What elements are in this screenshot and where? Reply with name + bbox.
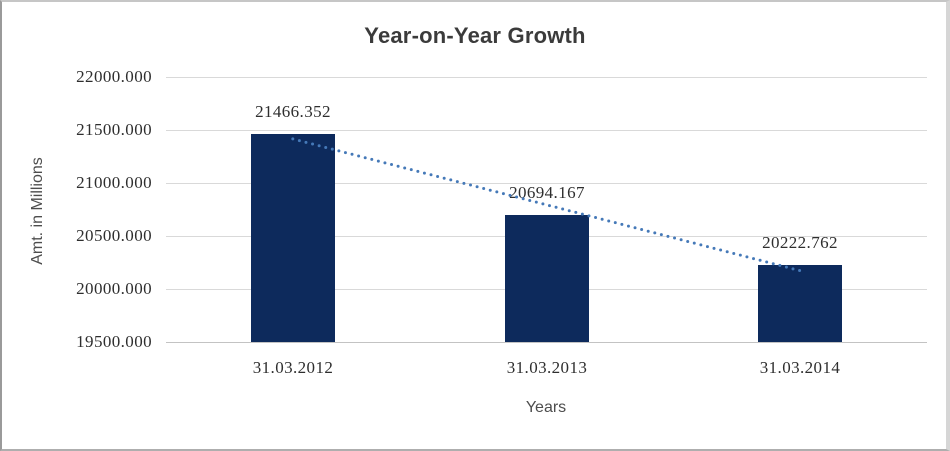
x-tick-label: 31.03.2012 — [252, 358, 334, 377]
y-tick-label: 20000.000 — [76, 279, 152, 298]
x-tick-label: 31.03.2014 — [759, 358, 841, 377]
bar — [251, 134, 335, 342]
gridline — [166, 77, 927, 78]
gridline — [166, 183, 927, 184]
gridline — [166, 130, 927, 131]
y-tick-label: 20500.000 — [76, 226, 152, 245]
bar — [505, 215, 589, 342]
x-axis-title: Years — [525, 399, 567, 416]
y-tick-label: 21500.000 — [76, 120, 152, 139]
chart-title: Year-on-Year Growth — [364, 23, 586, 48]
bar — [758, 265, 842, 342]
trendline-svg — [291, 137, 802, 273]
y-tick-label: 21000.000 — [76, 173, 152, 192]
y-tick-label: 19500.000 — [76, 332, 152, 351]
trendline — [291, 137, 802, 273]
gridline — [166, 342, 927, 343]
bar-data-label: 20694.167 — [509, 183, 585, 202]
y-tick-label: 22000.000 — [76, 67, 152, 86]
y-axis-title: Amt. in Millions — [29, 157, 46, 265]
x-tick-label: 31.03.2013 — [506, 358, 588, 377]
bar-data-label: 21466.352 — [255, 102, 331, 121]
bar-data-label: 20222.762 — [762, 233, 838, 252]
